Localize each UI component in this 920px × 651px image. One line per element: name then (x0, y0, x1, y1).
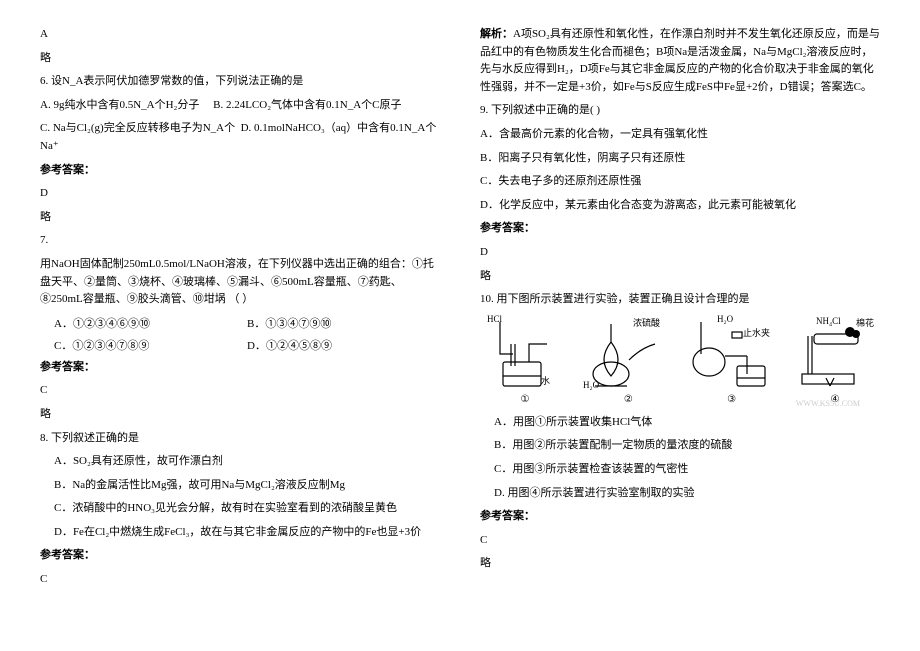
q9-opt-a: A．含最高价元素的化合物，一定具有强氧化性 (480, 126, 880, 144)
q9-opt-d: D．化学反应中，某元素由化合态变为游离态，此元素可能被氧化 (480, 197, 880, 215)
q9-answer: D (480, 244, 880, 262)
q8-stem: 8. 下列叙述正确的是 (40, 430, 440, 448)
q6-options-ab: A. 9g纯水中含有0.5N_A个H₂分子 B. 2.24LCO₂气体中含有0.… (40, 97, 440, 115)
q7-opt-b: B．①③④⑦⑨⑩ (247, 315, 440, 331)
q7-opt-a: A．①②③④⑥⑨⑩ (40, 315, 247, 331)
q6-opt-a: A. 9g纯水中含有0.5N_A个H₂分子 (40, 99, 199, 111)
q7-row1: A．①②③④⑥⑨⑩ B．①③④⑦⑨⑩ (40, 315, 440, 331)
q7-opt-d: D．①②④⑤⑧⑨ (247, 337, 440, 353)
d1-hcl-label: HCl (487, 314, 503, 324)
q8-opt-d: D．Fe在Cl₂中燃烧生成FeCl₃，故在与其它非金属反应的产物中的Fe也显+3… (40, 524, 440, 542)
q8-answer: C (40, 571, 440, 589)
q8-exp-text: A项SO₂具有还原性和氧化性，在作漂白剂时并不发生氧化还原反应，而是与品红中的有… (480, 28, 880, 93)
d2-h2o-label: H₂O (583, 380, 600, 390)
q10-answer: C (480, 532, 880, 550)
diagram-3: H₂O 止水夹 ③ (687, 314, 777, 405)
apparatus-3-icon: H₂O 止水夹 (687, 314, 777, 392)
q10-stem: 10. 用下图所示装置进行实验，装置正确且设计合理的是 (480, 291, 880, 309)
q8-opt-a: A．SO₂具有还原性，故可作漂白剂 (40, 453, 440, 471)
page-root: A 略 6. 设N_A表示阿伏加德罗常数的值，下列说法正确的是 A. 9g纯水中… (0, 0, 920, 615)
q9-explain: 略 (480, 268, 880, 286)
q6-stem: 6. 设N_A表示阿伏加德罗常数的值，下列说法正确的是 (40, 73, 440, 91)
q8-ref-label: 参考答案： (40, 547, 440, 565)
q7-ref-label: 参考答案： (40, 359, 440, 377)
d4-nh4cl-label: NH₄Cl (816, 316, 841, 326)
q7-row2: C．①②③④⑦⑧⑨ D．①②④⑤⑧⑨ (40, 337, 440, 353)
q6-answer: D (40, 185, 440, 203)
diagram-4: NH₄Cl 棉花 ④ (790, 314, 880, 405)
q10-diagrams: HCl 水 ① 浓硫酸 H₂O ② (480, 315, 880, 405)
q6-explain: 略 (40, 209, 440, 227)
q6-options-cd: C. Na与Cl₂(g)完全反应转移电子为N_A个 D. 0.1molNaHCO… (40, 120, 440, 155)
apparatus-4-icon: NH₄Cl 棉花 (790, 314, 880, 392)
d2-acid-label: 浓硫酸 (633, 317, 660, 328)
prev-answer-letter: A (40, 26, 440, 44)
q9-stem: 9. 下列叙述中正确的是( ) (480, 102, 880, 120)
q8-opt-b: B．Na的金属活性比Mg强，故可用Na与MgCl₂溶液反应制Mg (40, 477, 440, 495)
q7-answer: C (40, 382, 440, 400)
d4-cotton-label: 棉花 (856, 317, 874, 328)
q9-opt-c: C．失去电子多的还原剂还原性强 (480, 173, 880, 191)
q10-opt-a: A．用图①所示装置收集HCl气体 (480, 414, 880, 432)
q10-ref-label: 参考答案： (480, 508, 880, 526)
d3-h2o-label: H₂O (717, 314, 734, 324)
right-column: 解析：A项SO₂具有还原性和氧化性，在作漂白剂时并不发生氧化还原反应，而是与品红… (480, 20, 880, 595)
q10-opt-c: C．用图③所示装置检查该装置的气密性 (480, 461, 880, 479)
q6-ref-label: 参考答案： (40, 162, 440, 180)
apparatus-1-icon: HCl 水 (485, 314, 565, 392)
diagram-2: 浓硫酸 H₂O ② (583, 314, 673, 405)
left-column: A 略 6. 设N_A表示阿伏加德罗常数的值，下列说法正确的是 A. 9g纯水中… (40, 20, 440, 595)
q8-explain: 解析：A项SO₂具有还原性和氧化性，在作漂白剂时并不发生氧化还原反应，而是与品红… (480, 26, 880, 96)
q7-stem: 用NaOH固体配制250mL0.5mol/LNaOH溶液，在下列仪器中选出正确的… (40, 256, 440, 309)
diagram-1: HCl 水 ① (480, 314, 570, 405)
d2-num: ② (624, 394, 633, 405)
d3-clamp-label: 止水夹 (743, 327, 770, 338)
q6-opt-c: C. Na与Cl₂(g)完全反应转移电子为N_A个 (40, 122, 235, 134)
q9-ref-label: 参考答案： (480, 220, 880, 238)
apparatus-2-icon: 浓硫酸 H₂O (583, 314, 673, 392)
q8-opt-c: C．浓硝酸中的HNO₃见光会分解，故有时在实验室看到的浓硝酸呈黄色 (40, 500, 440, 518)
q6-opt-b: B. 2.24LCO₂气体中含有0.1N_A个C原子 (213, 99, 401, 111)
q7-opt-c: C．①②③④⑦⑧⑨ (40, 337, 247, 353)
q7-number: 7. (40, 232, 440, 250)
q9-opt-b: B．阳离子只有氧化性，阴离子只有还原性 (480, 150, 880, 168)
q10-explain: 略 (480, 555, 880, 573)
d1-water-label: 水 (541, 375, 550, 386)
q10-opt-b: B．用图②所示装置配制一定物质的量浓度的硫酸 (480, 437, 880, 455)
q8-exp-label: 解析： (480, 28, 513, 40)
q10-opt-d: D. 用图④所示装置进行实验室制取的实验 (480, 485, 880, 503)
q7-explain: 略 (40, 406, 440, 424)
d1-num: ① (521, 394, 530, 405)
prev-answer-exp: 略 (40, 50, 440, 68)
d3-num: ③ (727, 394, 736, 405)
